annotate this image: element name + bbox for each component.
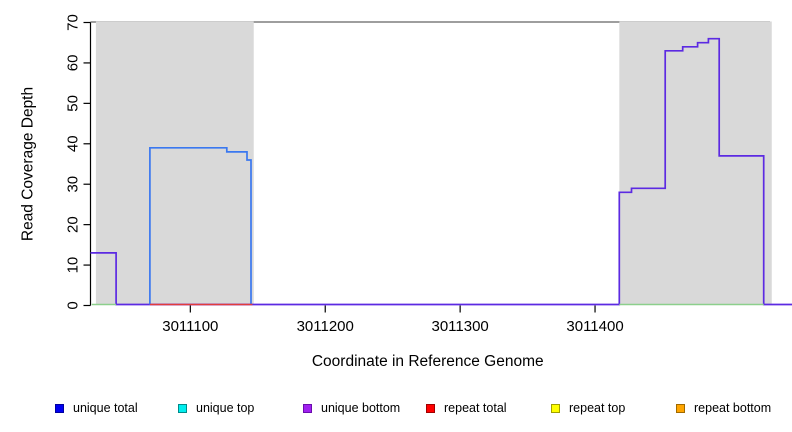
y-tick-label: 40 <box>65 135 82 152</box>
legend-swatch-unique-total <box>55 403 64 413</box>
legend-label: unique total <box>73 401 138 415</box>
y-tick-label: 70 <box>65 14 82 31</box>
x-tick-label: 3011300 <box>431 318 488 335</box>
legend-item-repeat-total: repeat total <box>426 398 507 418</box>
legend-item-repeat-top: repeat top <box>551 398 625 418</box>
x-tick-label: 3011200 <box>297 318 354 335</box>
legend-label: repeat top <box>569 401 626 415</box>
y-tick-label: 60 <box>65 55 82 72</box>
y-tick-label: 50 <box>65 95 82 112</box>
y-tick-label: 20 <box>65 216 82 233</box>
shaded-region <box>619 21 772 305</box>
x-tick-label: 3011400 <box>566 318 623 335</box>
legend-label: repeat total <box>444 401 507 415</box>
x-tick-label: 3011100 <box>162 318 218 335</box>
coverage-chart: 0 10 20 30 40 50 60 70 3011100 3011200 3011300 3011… <box>20 14 792 370</box>
legend-swatch-unique-top <box>178 403 187 413</box>
legend-label: unique top <box>196 401 255 415</box>
y-tick-label: 10 <box>65 257 82 274</box>
legend-swatch-repeat-bottom <box>676 403 685 413</box>
y-axis-title: Read Coverage Depth <box>20 87 37 241</box>
series-unique-total-coverage <box>149 146 252 305</box>
legend-item-unique-total: unique total <box>55 398 138 418</box>
legend-label: unique bottom <box>321 401 401 415</box>
legend-label: repeat bottom <box>694 401 772 415</box>
legend-swatch-repeat-total <box>426 403 435 413</box>
shaded-region <box>95 21 254 305</box>
legend-item-unique-top: unique top <box>178 398 254 418</box>
y-tick-label: 30 <box>65 176 82 193</box>
legend-item-unique-bottom: unique bottom <box>303 398 400 418</box>
series-unique-bottom-coverage <box>90 37 792 306</box>
chart-legend: unique total unique top unique bottom re… <box>0 398 792 422</box>
legend-swatch-unique-bottom <box>303 403 312 413</box>
y-tick-label: 0 <box>65 301 82 309</box>
legend-item-repeat-bottom: repeat bottom <box>676 398 771 418</box>
x-axis-title: Coordinate in Reference Genome <box>312 353 544 370</box>
legend-swatch-repeat-top <box>551 403 560 413</box>
